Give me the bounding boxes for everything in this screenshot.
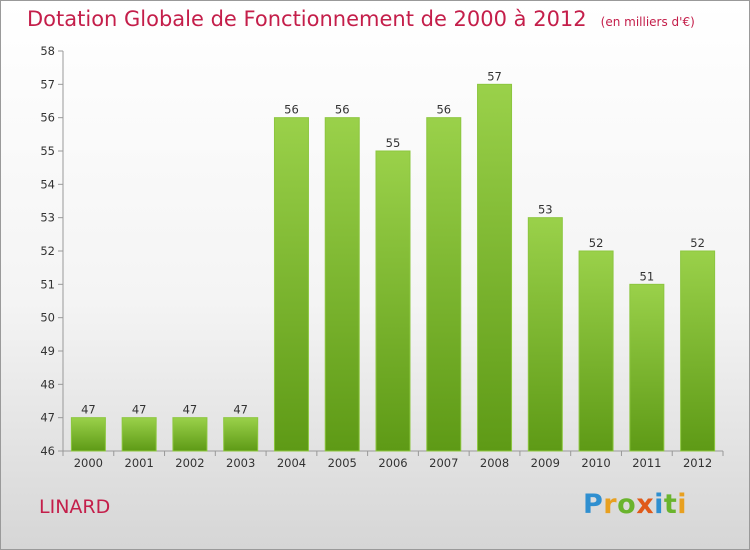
x-tick-label: 2008 <box>480 456 509 470</box>
y-tick-label: 51 <box>40 277 55 291</box>
y-tick-label: 49 <box>40 344 55 358</box>
bar-2008 <box>477 83 513 452</box>
bar-value-label: 47 <box>183 403 198 417</box>
x-tick-label: 2012 <box>683 456 712 470</box>
x-tick-label: 2005 <box>328 456 357 470</box>
bar-2006 <box>375 150 411 452</box>
bar-value-label: 53 <box>538 203 553 217</box>
bar-2000 <box>70 417 106 452</box>
x-tick-label: 2004 <box>277 456 306 470</box>
bar-2009 <box>527 217 563 452</box>
bar-2005 <box>324 117 360 452</box>
x-tick-label: 2009 <box>531 456 560 470</box>
proxiti-logo: Proxiti <box>583 489 688 520</box>
chart-unit: (en milliers d'€) <box>600 15 695 29</box>
bar-2010 <box>578 250 614 452</box>
bar-2002 <box>172 417 208 452</box>
bar-value-label: 47 <box>81 403 96 417</box>
x-tick-label: 2007 <box>429 456 458 470</box>
chart-title-text: Dotation Globale de Fonctionnement de 20… <box>27 7 587 31</box>
y-tick-label: 48 <box>40 377 55 391</box>
y-tick-label: 47 <box>40 411 55 425</box>
x-tick-label: 2001 <box>125 456 154 470</box>
bar-value-label: 56 <box>335 103 350 117</box>
bar-value-label: 47 <box>233 403 248 417</box>
bar-value-label: 47 <box>132 403 147 417</box>
bar-2001 <box>121 417 157 452</box>
x-tick-label: 2006 <box>378 456 407 470</box>
bar-value-label: 56 <box>436 103 451 117</box>
bar-value-label: 52 <box>690 236 705 250</box>
bar-2011 <box>629 283 665 452</box>
commune-name: LINARD <box>39 496 111 518</box>
bar-value-label: 55 <box>386 136 401 150</box>
y-tick-label: 50 <box>40 311 55 325</box>
bar-value-label: 52 <box>589 236 604 250</box>
x-tick-label: 2010 <box>581 456 610 470</box>
y-tick-label: 53 <box>40 211 55 225</box>
y-tick-label: 58 <box>40 44 55 58</box>
bar-2003 <box>223 417 259 452</box>
x-tick-label: 2002 <box>175 456 204 470</box>
bar-2012 <box>680 250 716 452</box>
chart-title: Dotation Globale de Fonctionnement de 20… <box>27 7 695 31</box>
x-tick-label: 2000 <box>74 456 103 470</box>
y-tick-label: 56 <box>40 111 55 125</box>
bar-value-label: 57 <box>487 69 502 83</box>
bar-2004 <box>273 117 309 452</box>
x-tick-label: 2011 <box>632 456 661 470</box>
y-tick-label: 57 <box>40 77 55 91</box>
y-tick-label: 46 <box>40 444 55 458</box>
y-tick-label: 54 <box>40 177 55 191</box>
bar-2007 <box>426 117 462 452</box>
y-tick-label: 55 <box>40 144 55 158</box>
bar-value-label: 51 <box>640 269 655 283</box>
y-tick-label: 52 <box>40 244 55 258</box>
bar-value-label: 56 <box>284 103 299 117</box>
x-tick-label: 2003 <box>226 456 255 470</box>
